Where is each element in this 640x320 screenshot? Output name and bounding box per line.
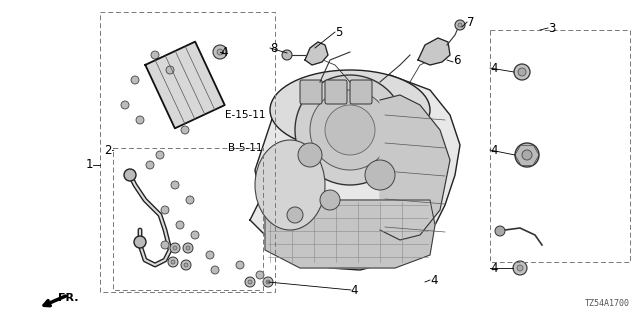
Circle shape: [455, 20, 465, 30]
Circle shape: [171, 181, 179, 189]
Circle shape: [515, 143, 539, 167]
Circle shape: [518, 68, 526, 76]
Circle shape: [513, 261, 527, 275]
Circle shape: [186, 246, 190, 250]
Circle shape: [282, 50, 292, 60]
FancyBboxPatch shape: [350, 80, 372, 104]
Circle shape: [325, 105, 375, 155]
Text: E-15-11: E-15-11: [225, 110, 266, 120]
Text: FR.: FR.: [58, 293, 79, 303]
Circle shape: [131, 76, 139, 84]
Circle shape: [161, 206, 169, 214]
Circle shape: [181, 260, 191, 270]
Text: B-5-11: B-5-11: [228, 143, 262, 153]
Text: 7: 7: [467, 15, 474, 28]
Circle shape: [186, 196, 194, 204]
Circle shape: [134, 236, 146, 248]
Bar: [490, 30, 630, 262]
Circle shape: [458, 23, 462, 27]
Text: 4: 4: [490, 61, 497, 75]
Circle shape: [263, 277, 273, 287]
Circle shape: [495, 226, 505, 236]
Circle shape: [245, 277, 255, 287]
Circle shape: [211, 266, 219, 274]
Circle shape: [256, 271, 264, 279]
Circle shape: [184, 263, 188, 267]
Text: 3: 3: [548, 21, 556, 35]
Circle shape: [176, 221, 184, 229]
Polygon shape: [250, 75, 460, 270]
Circle shape: [522, 150, 532, 160]
Circle shape: [183, 243, 193, 253]
Circle shape: [287, 207, 303, 223]
Ellipse shape: [255, 140, 325, 230]
Text: 1: 1: [86, 158, 93, 172]
Text: 5: 5: [335, 26, 342, 38]
Circle shape: [171, 260, 175, 264]
Polygon shape: [305, 42, 328, 65]
Circle shape: [173, 246, 177, 250]
Circle shape: [295, 75, 405, 185]
FancyBboxPatch shape: [300, 80, 322, 104]
Circle shape: [298, 143, 322, 167]
Circle shape: [236, 261, 244, 269]
Text: 4: 4: [350, 284, 358, 297]
Circle shape: [181, 126, 189, 134]
Circle shape: [365, 160, 395, 190]
Circle shape: [266, 280, 270, 284]
Circle shape: [310, 90, 390, 170]
Text: TZ54A1700: TZ54A1700: [585, 299, 630, 308]
Circle shape: [191, 231, 199, 239]
Circle shape: [170, 243, 180, 253]
Circle shape: [206, 251, 214, 259]
Circle shape: [124, 169, 136, 181]
Circle shape: [121, 101, 129, 109]
Circle shape: [151, 51, 159, 59]
Text: 6: 6: [453, 53, 461, 67]
Circle shape: [166, 66, 174, 74]
Circle shape: [161, 241, 169, 249]
FancyArrowPatch shape: [44, 296, 65, 306]
Circle shape: [248, 280, 252, 284]
Circle shape: [217, 49, 223, 55]
Circle shape: [136, 116, 144, 124]
Circle shape: [514, 64, 530, 80]
Polygon shape: [418, 38, 450, 65]
Circle shape: [146, 161, 154, 169]
Text: 2: 2: [104, 143, 112, 156]
FancyBboxPatch shape: [325, 80, 347, 104]
Text: 8: 8: [270, 42, 277, 54]
Polygon shape: [145, 42, 225, 128]
Text: 4: 4: [220, 45, 227, 59]
Circle shape: [168, 257, 178, 267]
Ellipse shape: [270, 70, 430, 150]
Text: 4: 4: [430, 274, 438, 286]
Polygon shape: [265, 200, 435, 268]
Circle shape: [156, 151, 164, 159]
Circle shape: [320, 190, 340, 210]
Circle shape: [517, 265, 523, 271]
Text: 4: 4: [490, 261, 497, 275]
Bar: [113, 148, 263, 290]
Text: 4: 4: [490, 143, 497, 156]
Circle shape: [213, 45, 227, 59]
Polygon shape: [380, 95, 450, 240]
Bar: [100, 12, 275, 292]
